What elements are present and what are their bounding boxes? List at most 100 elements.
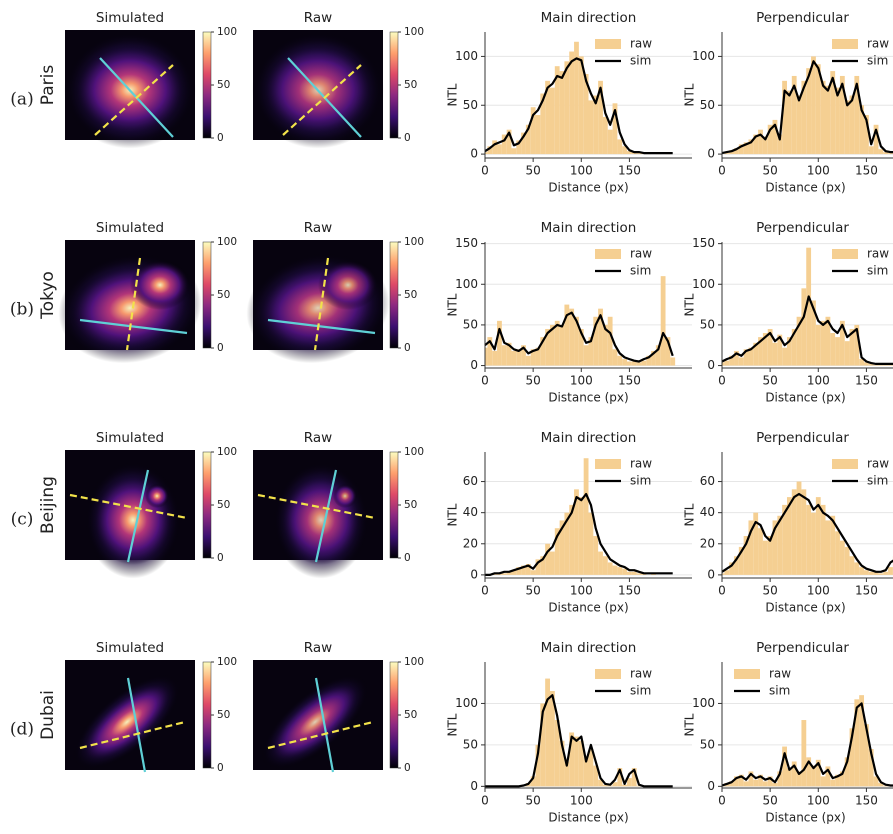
raw-bar <box>849 328 855 366</box>
colorbar-tick-label: 100 <box>217 446 237 458</box>
raw-bar <box>782 347 787 366</box>
y-tick-label: 50 <box>700 737 715 751</box>
raw-bar <box>636 573 642 575</box>
night-light-image <box>65 660 195 773</box>
profile-line-main <box>314 469 338 563</box>
city-label: Beijing <box>38 476 58 534</box>
raw-bar <box>511 350 517 366</box>
colorbar-tick-label: 0 <box>217 342 224 354</box>
y-tick-label: 0 <box>470 358 478 372</box>
raw-bar <box>485 152 488 155</box>
x-tick-label: 150 <box>618 584 641 598</box>
profile-line-main <box>267 318 376 335</box>
colorbar-tick-label: 0 <box>217 762 224 774</box>
raw-bar <box>839 320 845 366</box>
sim-line <box>484 311 674 363</box>
panel-title: Main direction <box>541 640 637 656</box>
raw-bar <box>636 362 642 366</box>
raw-bar <box>627 778 632 787</box>
raw-bar <box>743 536 749 575</box>
raw-bar <box>786 768 792 787</box>
raw-bar <box>583 458 589 575</box>
raw-bar <box>540 703 546 787</box>
panel-title: Simulated <box>96 430 164 446</box>
y-tick-label: 100 <box>455 277 478 291</box>
city-label: Paris <box>38 65 58 106</box>
raw-bar <box>777 515 783 575</box>
raw-bar <box>593 765 599 787</box>
raw-bar <box>622 568 628 575</box>
night-light-image <box>65 450 195 579</box>
raw-bar <box>758 528 763 575</box>
raw-bar <box>593 316 599 366</box>
colorbar-tick-label: 50 <box>217 289 230 301</box>
raw-bar <box>670 357 676 366</box>
colorbar-tick-label: 0 <box>217 132 224 144</box>
y-tick-label: 20 <box>700 536 715 550</box>
y-tick-label: 0 <box>707 779 715 793</box>
raw-bar <box>878 149 884 155</box>
raw-bar <box>835 531 840 575</box>
raw-bar <box>868 749 874 787</box>
raw-bar <box>583 757 589 787</box>
x-tick-label: 100 <box>807 374 830 388</box>
raw-bar <box>554 720 560 787</box>
raw-bar <box>530 349 536 366</box>
raw-bar <box>602 556 608 575</box>
legend-label: sim <box>867 264 888 278</box>
x-tick-label: 0 <box>481 374 489 388</box>
raw-bar <box>844 341 850 366</box>
x-tick-label: 50 <box>525 374 540 388</box>
legend-label: raw <box>867 457 889 471</box>
raw-bar <box>849 556 855 575</box>
profile-line-perp <box>257 493 376 520</box>
legend-label: sim <box>867 474 888 488</box>
raw-bar <box>578 328 584 366</box>
raw-bar <box>497 144 502 155</box>
legend-swatch <box>832 249 858 259</box>
colorbar <box>389 661 399 769</box>
raw-bar <box>607 316 613 366</box>
y-tick-label: 20 <box>463 536 478 550</box>
y-tick-label: 50 <box>463 737 478 751</box>
raw-bar <box>574 41 579 155</box>
raw-bar <box>782 504 787 575</box>
raw-bar <box>753 779 759 787</box>
night-light-image <box>58 240 202 364</box>
raw-bar <box>786 90 792 155</box>
colorbar-tick-label: 0 <box>404 342 411 354</box>
raw-bar <box>854 562 860 575</box>
panel-title: Perpendicular <box>756 430 849 446</box>
raw-bar <box>758 129 763 155</box>
colorbar-tick-label: 0 <box>404 552 411 564</box>
y-tick-label: 100 <box>692 277 715 291</box>
legend-label: sim <box>630 684 651 698</box>
raw-bar <box>748 520 754 575</box>
image-glow <box>318 260 378 310</box>
raw-bar <box>811 512 816 575</box>
x-tick-label: 50 <box>762 794 777 808</box>
raw-bar <box>627 361 632 366</box>
y-tick-label: 40 <box>700 505 715 519</box>
raw-bar <box>835 774 840 787</box>
raw-bar <box>820 504 826 575</box>
night-light-image <box>252 30 384 149</box>
raw-bar <box>511 148 517 155</box>
y-tick-label: 50 <box>700 317 715 331</box>
raw-bar <box>786 497 792 575</box>
x-axis-label: Distance (px) <box>548 601 628 615</box>
raw-bar <box>878 573 884 575</box>
legend-label: raw <box>769 667 791 681</box>
legend-swatch <box>734 669 760 679</box>
profile-line-perp <box>94 64 174 136</box>
raw-bar <box>612 103 618 155</box>
raw-bar <box>724 153 730 155</box>
panel-title: Main direction <box>541 430 637 446</box>
y-tick-label: 150 <box>455 236 478 250</box>
raw-bar <box>487 337 493 366</box>
raw-bar <box>849 728 855 787</box>
raw-bar <box>631 361 637 366</box>
raw-bar <box>864 724 869 787</box>
panel-title: Perpendicular <box>756 10 849 26</box>
raw-bar <box>578 740 584 787</box>
